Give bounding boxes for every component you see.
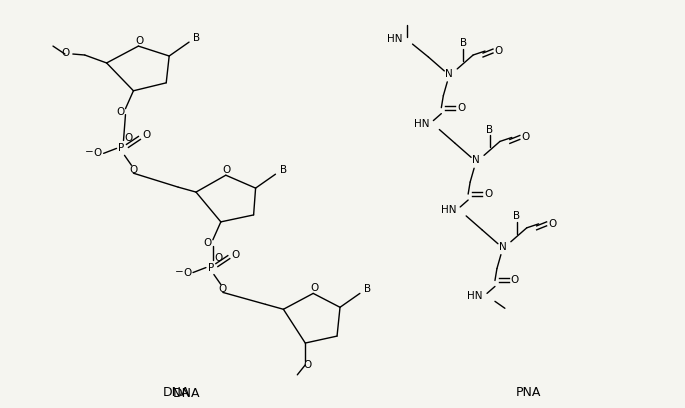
Text: O: O xyxy=(204,238,212,248)
Text: O: O xyxy=(223,165,231,175)
Text: O: O xyxy=(94,149,102,158)
Text: −: − xyxy=(175,266,184,277)
Text: B: B xyxy=(193,33,201,43)
Text: O: O xyxy=(495,46,503,56)
Text: B: B xyxy=(486,124,494,135)
Text: O: O xyxy=(219,284,227,295)
Text: O: O xyxy=(484,189,492,199)
Text: P: P xyxy=(208,263,214,273)
Text: B: B xyxy=(513,211,521,221)
Text: O: O xyxy=(511,275,519,286)
Text: N: N xyxy=(445,69,453,79)
Text: O: O xyxy=(129,165,138,175)
Text: PNA: PNA xyxy=(516,386,541,399)
Text: B: B xyxy=(280,165,287,175)
Text: HN: HN xyxy=(387,34,402,44)
Text: O: O xyxy=(142,131,151,140)
Text: DNA: DNA xyxy=(162,386,190,399)
Text: HN: HN xyxy=(414,119,429,129)
Text: HN: HN xyxy=(440,205,456,215)
Text: O: O xyxy=(135,36,144,46)
Text: O: O xyxy=(310,284,319,293)
Text: O: O xyxy=(232,250,240,259)
Text: O: O xyxy=(549,219,557,229)
Text: B: B xyxy=(460,38,466,48)
Text: −: − xyxy=(86,147,94,157)
Text: O: O xyxy=(183,268,191,277)
Text: O: O xyxy=(116,106,125,117)
Text: O: O xyxy=(457,103,465,113)
Text: O: O xyxy=(125,133,133,144)
Text: O: O xyxy=(214,253,222,263)
Text: DNA: DNA xyxy=(173,387,200,400)
Text: HN: HN xyxy=(467,291,483,302)
Text: N: N xyxy=(472,155,480,165)
Text: O: O xyxy=(62,48,70,58)
Text: O: O xyxy=(303,360,312,370)
Text: N: N xyxy=(499,242,507,252)
Text: P: P xyxy=(119,143,125,153)
Text: B: B xyxy=(364,284,371,295)
Text: O: O xyxy=(521,133,530,142)
